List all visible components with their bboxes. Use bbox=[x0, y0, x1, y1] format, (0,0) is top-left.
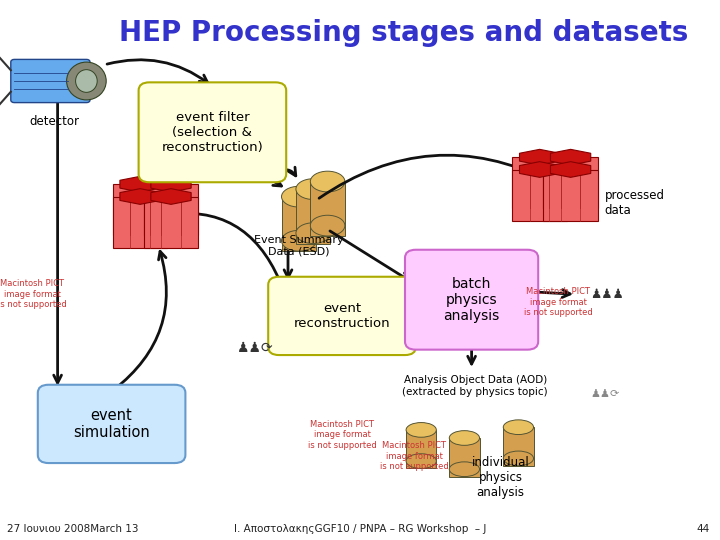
Polygon shape bbox=[282, 197, 316, 251]
Ellipse shape bbox=[310, 171, 345, 192]
Ellipse shape bbox=[503, 451, 534, 465]
Text: batch
physics
analysis: batch physics analysis bbox=[444, 276, 500, 323]
FancyBboxPatch shape bbox=[138, 82, 287, 183]
Ellipse shape bbox=[67, 62, 107, 100]
Ellipse shape bbox=[296, 223, 330, 244]
Text: ♟♟⟳: ♟♟⟳ bbox=[590, 389, 619, 399]
Ellipse shape bbox=[76, 70, 97, 92]
Ellipse shape bbox=[449, 462, 480, 477]
Ellipse shape bbox=[406, 422, 436, 437]
FancyBboxPatch shape bbox=[11, 59, 90, 103]
Text: 44: 44 bbox=[696, 523, 709, 534]
Ellipse shape bbox=[449, 431, 480, 445]
Polygon shape bbox=[503, 427, 534, 465]
Text: HEP Processing stages and datasets: HEP Processing stages and datasets bbox=[119, 19, 688, 47]
Text: ♟♟♟: ♟♟♟ bbox=[590, 288, 624, 301]
Text: Macintosh PICT
image format
is not supported: Macintosh PICT image format is not suppo… bbox=[307, 420, 377, 450]
Text: Ι. ΑποστολακηςGGF10 / PNPA – RG Workshop  – J: Ι. ΑποστολακηςGGF10 / PNPA – RG Workshop… bbox=[234, 523, 486, 534]
Text: detector: detector bbox=[29, 115, 79, 128]
Text: 27 Ιουνιου 2008March 13: 27 Ιουνιου 2008March 13 bbox=[7, 523, 139, 534]
Text: Analysis Object Data (AOD)
(extracted by physics topic): Analysis Object Data (AOD) (extracted by… bbox=[402, 375, 548, 397]
Text: event
reconstruction: event reconstruction bbox=[294, 302, 390, 330]
Polygon shape bbox=[143, 197, 198, 248]
Polygon shape bbox=[151, 177, 191, 192]
Ellipse shape bbox=[406, 454, 436, 468]
Polygon shape bbox=[112, 197, 167, 248]
Text: event filter
(selection &
reconstruction): event filter (selection & reconstruction… bbox=[161, 111, 264, 154]
Polygon shape bbox=[143, 184, 198, 235]
Polygon shape bbox=[120, 177, 160, 192]
Polygon shape bbox=[551, 150, 590, 165]
Ellipse shape bbox=[296, 179, 330, 199]
Ellipse shape bbox=[282, 231, 316, 251]
Text: individual
physics
analysis: individual physics analysis bbox=[472, 456, 529, 500]
Polygon shape bbox=[151, 188, 191, 204]
Polygon shape bbox=[296, 189, 330, 244]
Polygon shape bbox=[520, 161, 559, 177]
Polygon shape bbox=[520, 150, 559, 165]
Polygon shape bbox=[112, 184, 167, 235]
Polygon shape bbox=[310, 181, 345, 236]
Text: Macintosh PICT
image format
is not supported: Macintosh PICT image format is not suppo… bbox=[379, 441, 449, 471]
Polygon shape bbox=[449, 438, 480, 477]
Ellipse shape bbox=[503, 420, 534, 435]
FancyBboxPatch shape bbox=[38, 384, 186, 463]
Text: raw
data: raw data bbox=[112, 210, 140, 238]
Text: Macintosh PICT
image format
is not supported: Macintosh PICT image format is not suppo… bbox=[0, 279, 67, 309]
Text: event
simulation: event simulation bbox=[73, 408, 150, 440]
Text: ♟♟⟳: ♟♟⟳ bbox=[238, 341, 274, 355]
Polygon shape bbox=[544, 157, 598, 208]
Ellipse shape bbox=[310, 215, 345, 236]
Ellipse shape bbox=[282, 186, 316, 207]
Polygon shape bbox=[120, 188, 160, 204]
Text: Macintosh PICT
image format
is not supported: Macintosh PICT image format is not suppo… bbox=[523, 287, 593, 318]
Text: processed
data: processed data bbox=[605, 188, 665, 217]
Polygon shape bbox=[544, 170, 598, 221]
Polygon shape bbox=[513, 157, 567, 208]
Polygon shape bbox=[513, 170, 567, 221]
Text: Event Summary
Data (ESD): Event Summary Data (ESD) bbox=[254, 235, 343, 256]
FancyBboxPatch shape bbox=[268, 276, 416, 355]
Polygon shape bbox=[406, 430, 436, 469]
FancyBboxPatch shape bbox=[405, 249, 539, 350]
Polygon shape bbox=[551, 161, 590, 177]
